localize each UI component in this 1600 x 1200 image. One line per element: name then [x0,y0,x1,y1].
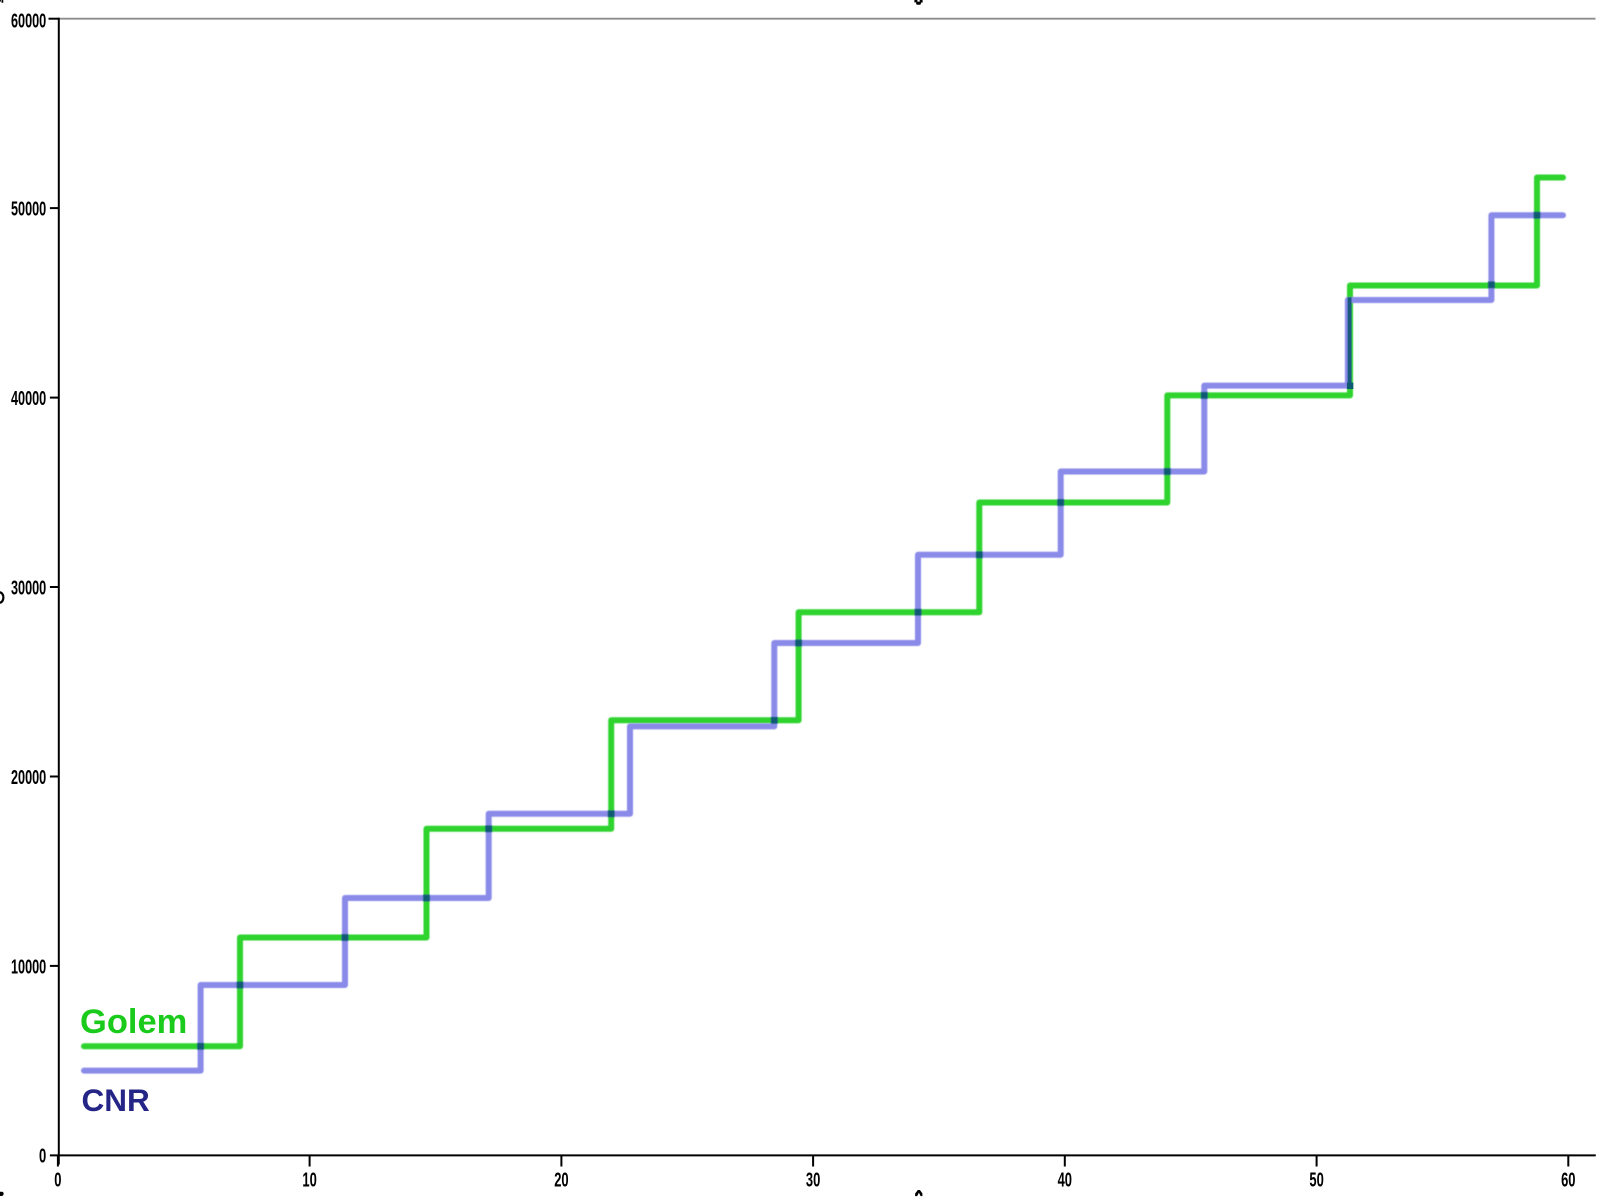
svg-text:Golem: Golem [80,1003,187,1041]
svg-text:40: 40 [1058,1168,1072,1191]
svg-text:0: 0 [54,1168,61,1191]
svg-text:10000: 10000 [11,955,46,978]
svg-text:0: 0 [39,1145,46,1168]
svg-text:20: 20 [554,1168,568,1191]
svg-text:CNR: CNR [82,1082,150,1118]
svg-text:60: 60 [1561,1168,1575,1191]
svg-text:30000: 30000 [11,576,46,599]
svg-text:40000: 40000 [11,387,46,410]
svg-text:10: 10 [302,1168,316,1191]
svg-text:50000: 50000 [11,198,46,221]
svg-text:60000: 60000 [11,9,46,32]
svg-text:30: 30 [806,1168,820,1191]
svg-text:20000: 20000 [11,766,46,789]
svg-text:50: 50 [1309,1168,1323,1191]
